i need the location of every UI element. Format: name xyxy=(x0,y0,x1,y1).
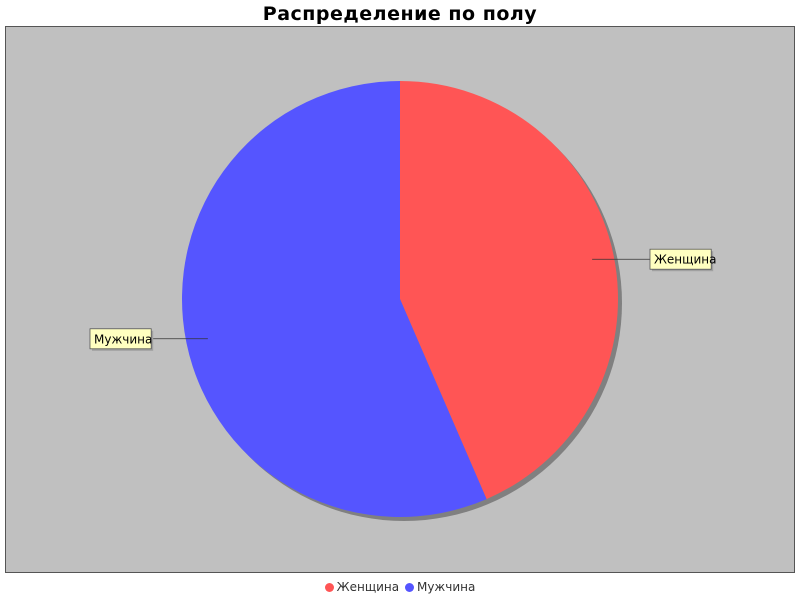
legend-item-male: Мужчина xyxy=(404,579,476,595)
legend-swatch-male xyxy=(404,583,414,592)
legend: Женщина Мужчина xyxy=(0,579,800,595)
label-box-male xyxy=(89,328,152,350)
legend-label-male: Мужчина xyxy=(416,580,476,594)
legend-item-female: Женщина xyxy=(324,579,400,595)
slice-label-male: Мужчина xyxy=(94,332,152,346)
legend-swatch-female xyxy=(324,583,334,592)
pie-slice-male[interactable] xyxy=(181,81,487,517)
legend-label-female: Женщина xyxy=(336,580,400,594)
pie-slice-female[interactable] xyxy=(400,81,618,500)
slice-label-female: Женщина xyxy=(654,253,716,267)
chart-title: Распределение по полу xyxy=(262,3,538,25)
label-box-female xyxy=(649,248,712,270)
